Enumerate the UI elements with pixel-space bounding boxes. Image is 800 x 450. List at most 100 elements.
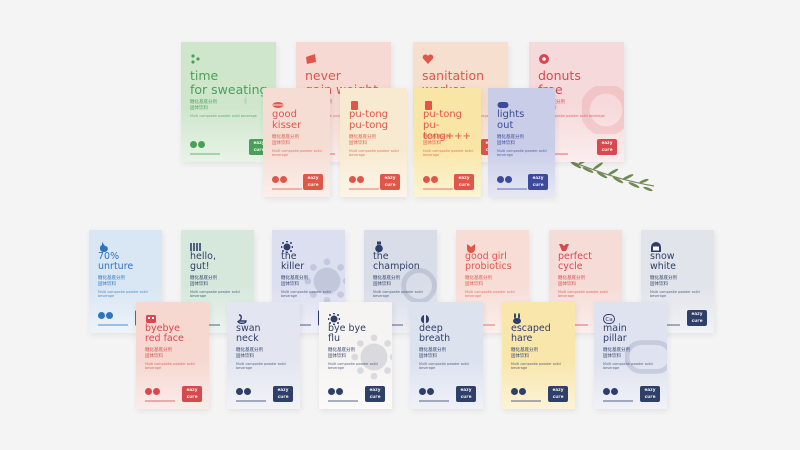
badge-dot (328, 388, 335, 395)
heart-icon (422, 50, 434, 64)
footer-line (272, 188, 302, 190)
product-card-pu-tong-plus: pu-tong pu-tong+++ 糖化基底分剂 固体饮料 Multi compo… (414, 88, 481, 197)
chinese-subtitle: 糖化基底分剂 固体饮料 (272, 135, 299, 146)
background-graphic (350, 333, 392, 381)
chinese-subtitle: 糖化基底分剂 固体饮料 (423, 135, 450, 146)
english-description: Multi composite powder solid beverage (603, 361, 653, 370)
swan-icon (236, 310, 248, 324)
product-name: bye bye flu (328, 323, 367, 345)
english-description: Multi composite powder solid beverage (349, 149, 399, 157)
mask-icon (145, 310, 157, 323)
badge-dot (280, 176, 287, 183)
svg-text:Ca: Ca (605, 317, 612, 323)
product-card-time-for-sweating: time for sweating 糖化基底分剂 固体饮料 Multi compos… (181, 42, 276, 162)
badge-dot (603, 388, 610, 395)
product-card-byebye-red-face: byebye red face 糖化基底分剂 固体饮料 Multi composit… (136, 302, 209, 409)
product-card-unrture: 70% unrture 糖化基底分剂 固体饮料 Multi composite po… (89, 230, 162, 333)
footer-line (423, 188, 453, 190)
eazy-cure-logo: eazy cure (528, 174, 548, 190)
footer-line (603, 400, 633, 402)
background-graphic (624, 333, 667, 381)
certification-badges (236, 388, 266, 395)
eazy-cure-logo: eazy cure (597, 139, 617, 155)
stomach-icon (98, 238, 110, 252)
english-description: Multi composite powder solid beverage (558, 289, 608, 298)
product-card-main-pillar: Ca main pillar 糖化基底分剂 固体饮料 Multi composite … (594, 302, 667, 409)
english-description: Multi composite powder solid beverage (423, 149, 473, 157)
badge-dot (198, 141, 205, 148)
english-description: Multi composite powder solid beverage (650, 289, 700, 298)
chinese-subtitle: 糖化基底分剂 固体饮料 (190, 99, 217, 111)
chinese-subtitle: 糖化基底分剂 固体饮料 (497, 135, 524, 146)
badge-dot (357, 176, 364, 183)
product-name: deep breath (419, 323, 451, 345)
english-description: Multi composite powder solid beverage (190, 289, 240, 298)
ca-icon: Ca (603, 310, 615, 324)
eazy-cure-logo: eazy cure (454, 174, 474, 190)
footer-line (349, 188, 379, 190)
background-graphic (303, 257, 345, 305)
product-card-escaped-hare: escaped hare 糖化基底分剂 固体饮料 Multi composite p… (502, 302, 575, 409)
badge-dot (423, 176, 430, 183)
chinese-subtitle: 糖化基底分剂 固体饮料 (145, 347, 172, 359)
english-description: Multi composite powder solid beverage (465, 289, 515, 298)
footer-line (328, 400, 358, 402)
product-card-bye-bye-flu: bye bye flu 糖化基底分剂 固体饮料 Multi composite po… (319, 302, 392, 409)
chinese-subtitle: 糖化基底分剂 固体饮料 (603, 347, 630, 359)
certification-badges (423, 176, 453, 183)
product-card-good-kisser: good kisser 糖化基底分剂 固体饮料 Multi composite po… (263, 88, 330, 197)
product-card-pu-tong-pu-tong: pu-tong pu-tong 糖化基底分剂 固体饮料 Multi composit… (340, 88, 407, 197)
certification-badges (349, 176, 379, 183)
eazy-cure-logo: eazy cure (273, 386, 293, 402)
certification-badges (328, 388, 358, 395)
english-description: Multi composite powder solid beverage (145, 361, 195, 370)
chinese-subtitle: 糖化基底分剂 固体饮料 (419, 347, 446, 359)
english-description: Multi composite powder solid beverage (419, 361, 469, 370)
product-name: escaped hare (511, 323, 551, 345)
rabbit-icon (511, 310, 523, 324)
product-name: the champion (373, 251, 420, 273)
sleep-mask-icon (497, 96, 509, 108)
badge-dot (98, 312, 105, 319)
badge-dot (272, 176, 279, 183)
certification-badges (419, 388, 449, 395)
sweat-drops-icon (190, 50, 202, 64)
face-icon (650, 238, 662, 252)
product-name: swan neck (236, 323, 261, 345)
badge-dot (244, 388, 251, 395)
badge-dot (431, 176, 438, 183)
cup-icon (349, 96, 361, 110)
cup-icon (423, 96, 435, 110)
certification-badges (497, 176, 527, 183)
footer-line (236, 400, 266, 402)
english-description: Multi composite powder solid beverage (281, 289, 331, 298)
certification-badges (190, 141, 220, 148)
background-graphic (395, 257, 437, 305)
medal-icon (373, 238, 385, 253)
product-name: byebye red face (145, 323, 184, 345)
certification-badges (272, 176, 302, 183)
chinese-subtitle: 糖化基底分剂 固体饮料 (373, 275, 400, 287)
donut-icon (538, 50, 550, 64)
eazy-cure-logo: eazy cure (640, 386, 660, 402)
product-name: snow white (650, 251, 676, 273)
certification-badges (98, 312, 128, 319)
badge-dot (505, 176, 512, 183)
english-description: Multi composite powder solid beverage (328, 361, 378, 370)
background-graphic (580, 84, 624, 136)
product-name: perfect cycle (558, 251, 592, 273)
badge-dot (336, 388, 343, 395)
english-description: Multi composite powder solid beverage (373, 289, 423, 298)
certification-badges (145, 388, 175, 395)
footer-line (497, 188, 527, 190)
rosemary-sprig-image (561, 155, 655, 192)
product-name: main pillar (603, 323, 627, 345)
product-card-lights-out: lights out 糖化基底分剂 固体饮料 Multi composite pow… (488, 88, 555, 197)
germ-icon (280, 238, 294, 254)
chinese-subtitle: 糖化基底分剂 固体饮料 (236, 347, 263, 359)
footer-line (145, 400, 175, 402)
footer-line (511, 400, 541, 402)
virus-icon (327, 310, 341, 326)
english-description: Multi composite powder solid beverage (511, 361, 561, 370)
certification-badges (603, 388, 633, 395)
